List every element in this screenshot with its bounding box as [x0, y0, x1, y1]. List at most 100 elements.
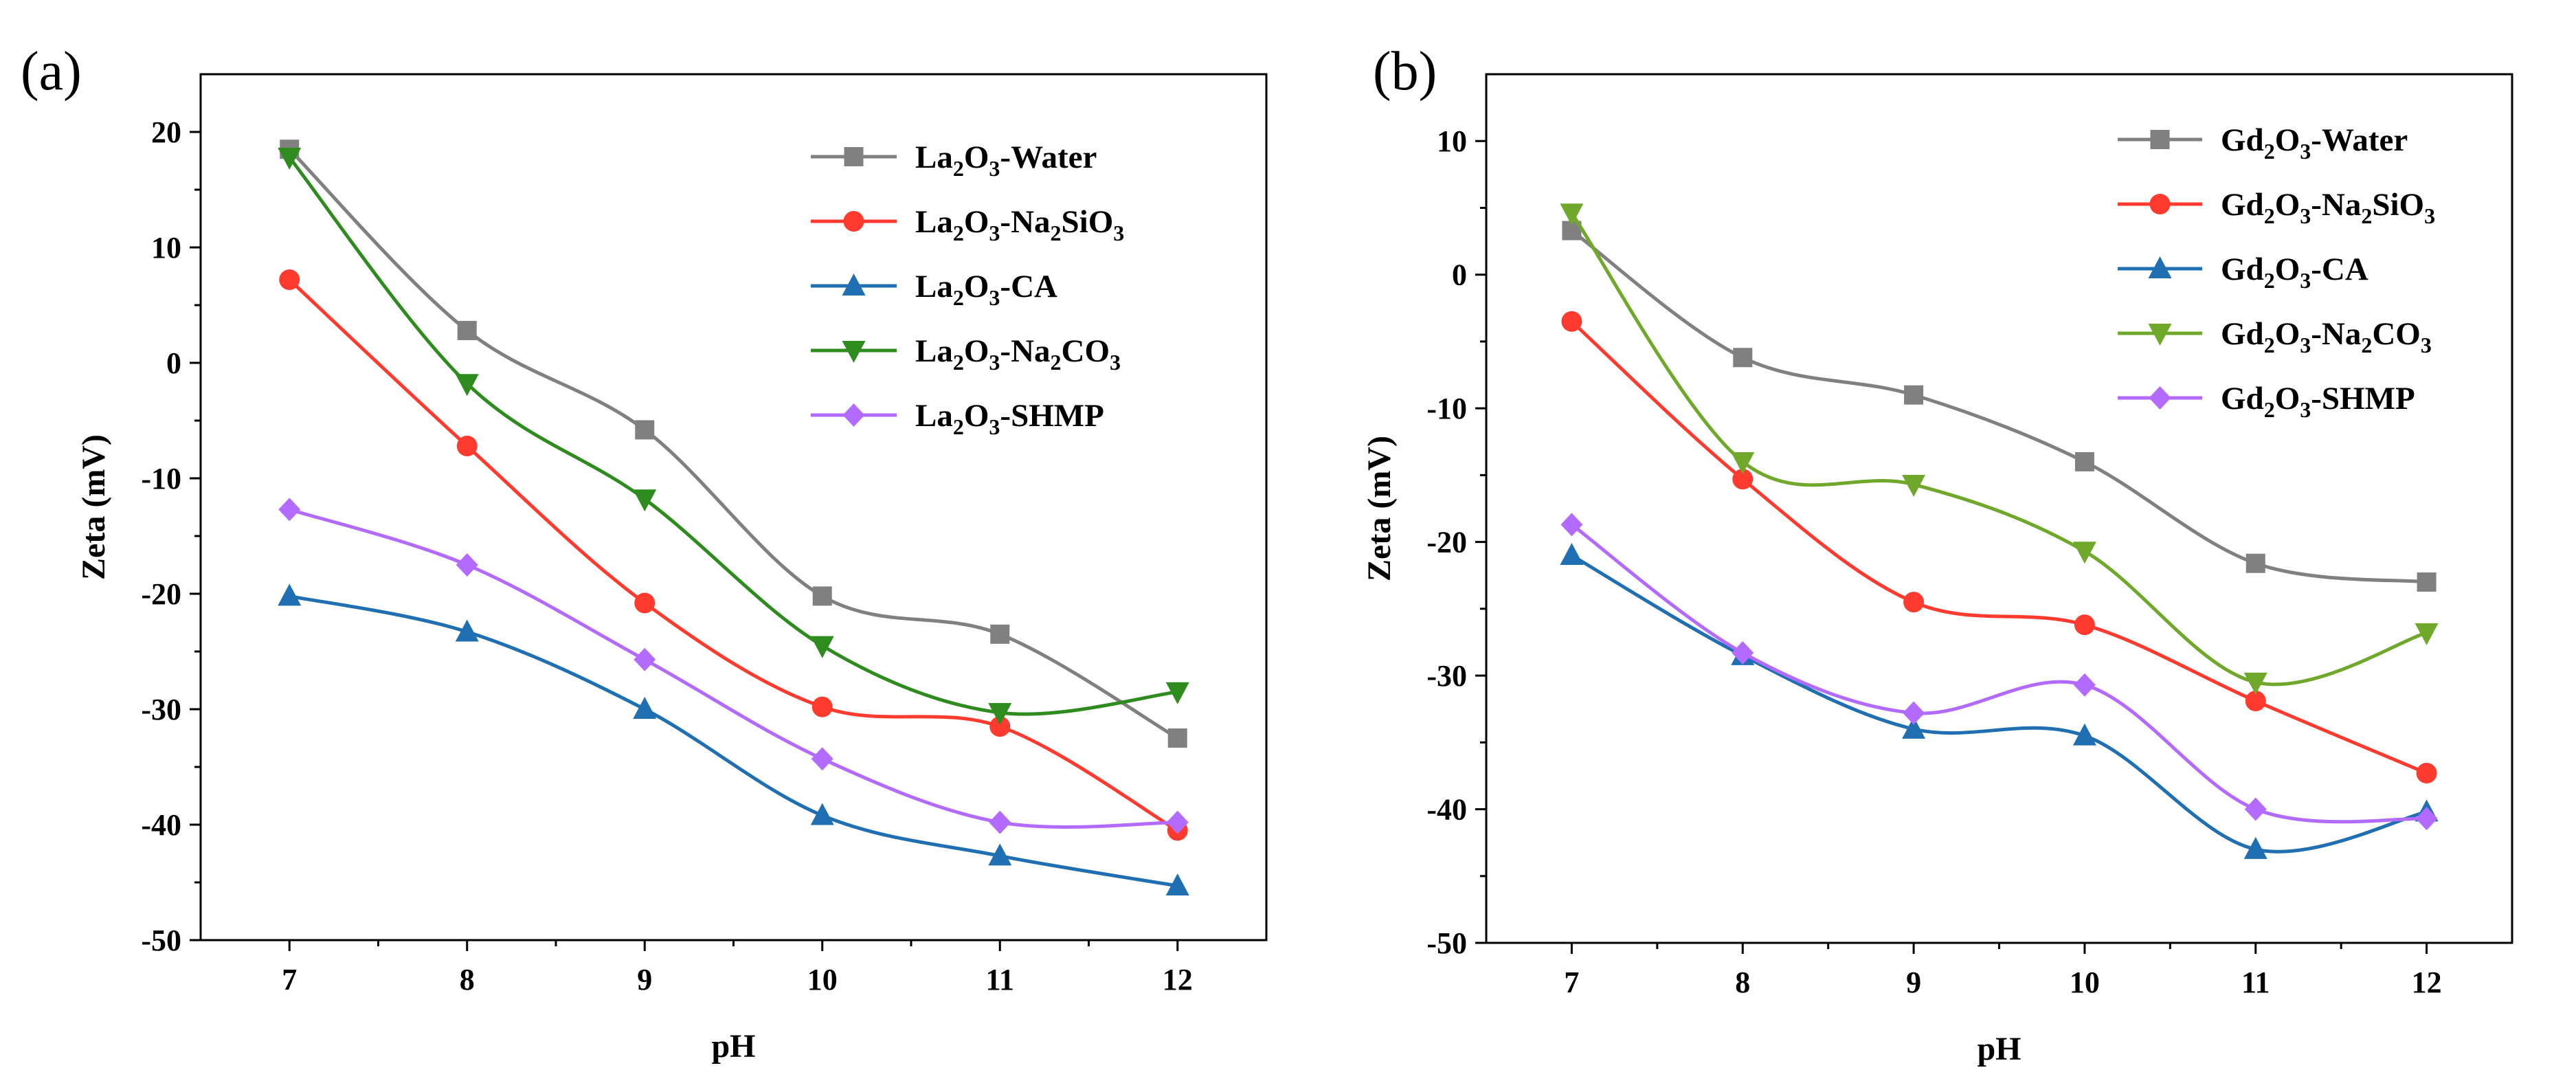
data-point: [1902, 474, 1926, 497]
y-tick-label: -20: [1426, 526, 1467, 559]
legend-label: La2O3-Na2CO3: [915, 333, 1121, 375]
legend-marker: [842, 341, 866, 363]
data-point: [635, 420, 655, 440]
panel-a: (a) -50 -40 -30 -20 -10 0 10 20 7 8 9 10 11 12 pH Zeta (…: [21, 41, 1268, 1065]
legend-label: La2O3-SHMP: [915, 398, 1104, 439]
legend-marker: [843, 211, 864, 232]
y-axis-title: Zeta (mV): [1361, 436, 1398, 581]
data-point: [279, 269, 300, 291]
panel-b: (b) -50 -40 -30 -20 -10 0 10 7 8 9 10 11 12 pH Zeta (mV…: [1361, 41, 2513, 1067]
data-point: [1732, 641, 1754, 665]
legend-label: Gd2O3-Water: [2221, 122, 2408, 164]
data-point: [1167, 728, 1187, 748]
series-line: [1571, 553, 2428, 854]
legend-entry: La2O3-CA: [811, 269, 1057, 310]
series-Gd2O3-Na2SiO3: [1561, 311, 2437, 784]
series-La2O3-CA: [278, 583, 1189, 896]
y-tick-label: 10: [151, 231, 181, 265]
data-point: [1560, 543, 1584, 566]
series-line: [1570, 523, 2427, 824]
x-tick-label: 10: [2070, 966, 2100, 999]
legend-marker: [842, 403, 865, 427]
series-line: [288, 148, 1179, 740]
legend-entry: La2O3-SHMP: [811, 398, 1104, 439]
data-point: [2245, 691, 2266, 712]
series-La2O3-SHMP: [278, 498, 1189, 834]
y-tick-label: -30: [1426, 659, 1467, 693]
data-point: [2243, 672, 2267, 695]
y-tick-label: -40: [141, 808, 181, 842]
series-line: [1570, 229, 2427, 584]
legend-marker: [2148, 256, 2172, 278]
data-point: [1166, 810, 1189, 834]
x-tick-label: 12: [2412, 966, 2442, 999]
series-line: [288, 156, 1178, 716]
series-Gd2O3-SHMP: [1560, 513, 2438, 831]
data-point: [989, 716, 1011, 737]
data-point: [811, 747, 833, 771]
data-point: [2417, 572, 2437, 592]
legend-entry: Gd2O3-SHMP: [2118, 381, 2415, 422]
data-point: [2072, 542, 2096, 564]
x-tick-label: 7: [1564, 966, 1579, 999]
data-point: [1904, 385, 1924, 405]
y-tick-label: -10: [1426, 392, 1467, 425]
y-tick-label: -50: [141, 924, 181, 957]
x-axis-title: pH: [711, 1028, 755, 1065]
x-tick-label: 12: [1163, 963, 1193, 996]
x-tick-label: 9: [637, 963, 652, 996]
data-point: [988, 843, 1012, 866]
legend-marker: [844, 147, 864, 166]
y-tick-label: 0: [166, 346, 181, 380]
data-point: [456, 553, 478, 577]
data-point: [1165, 873, 1189, 896]
legend-entry: Gd2O3-Na2SiO3: [2118, 187, 2435, 228]
legend-marker: [842, 274, 866, 296]
legend-marker: [2148, 324, 2172, 346]
legend-label: Gd2O3-Na2SiO3: [2221, 187, 2435, 228]
data-point: [1903, 701, 1925, 725]
data-point: [278, 498, 301, 522]
data-point: [2416, 763, 2437, 784]
data-point: [455, 374, 479, 397]
panel-label: (a): [21, 41, 82, 102]
legend-label: Gd2O3-SHMP: [2221, 381, 2415, 422]
y-tick-label: -20: [141, 577, 181, 611]
data-point: [2245, 553, 2265, 573]
panel-label: (b): [1373, 41, 1437, 102]
data-point: [2074, 614, 2095, 636]
legend-label: Gd2O3-Na2CO3: [2221, 316, 2432, 357]
series-line: [288, 278, 1179, 832]
series-line: [289, 594, 1178, 888]
x-axis-title: pH: [1977, 1031, 2021, 1067]
data-point: [990, 624, 1010, 644]
data-point: [1903, 592, 1925, 613]
data-point: [1165, 682, 1189, 704]
data-point: [2415, 807, 2438, 831]
legend-marker: [2149, 194, 2171, 214]
legend-marker: [2150, 130, 2170, 149]
data-point: [1560, 513, 1583, 537]
data-point: [457, 320, 477, 340]
legend-entry: La2O3-Na2SiO3: [811, 204, 1124, 245]
y-tick-label: -10: [141, 462, 181, 495]
series-Gd2O3-Na2CO3: [1560, 203, 2439, 695]
data-point: [1731, 452, 1755, 474]
legend-entry: Gd2O3-CA: [2118, 252, 2368, 293]
y-axis-title: Zeta (mV): [76, 434, 112, 580]
legend-marker: [2149, 386, 2171, 410]
legend-label: La2O3-CA: [915, 269, 1057, 310]
legend-label: Gd2O3-CA: [2221, 252, 2368, 293]
x-tick-label: 8: [1735, 966, 1750, 999]
data-point: [989, 810, 1011, 834]
data-point: [278, 583, 302, 606]
data-point: [2073, 673, 2096, 697]
data-point: [456, 435, 478, 456]
data-point: [988, 703, 1012, 726]
data-point: [2243, 836, 2267, 859]
data-point: [2074, 452, 2094, 471]
y-tick-label: 0: [1452, 258, 1467, 292]
y-tick-label: -30: [141, 693, 181, 726]
series-Gd2O3-CA: [1560, 543, 2439, 859]
legend-label: La2O3-Water: [915, 140, 1097, 181]
